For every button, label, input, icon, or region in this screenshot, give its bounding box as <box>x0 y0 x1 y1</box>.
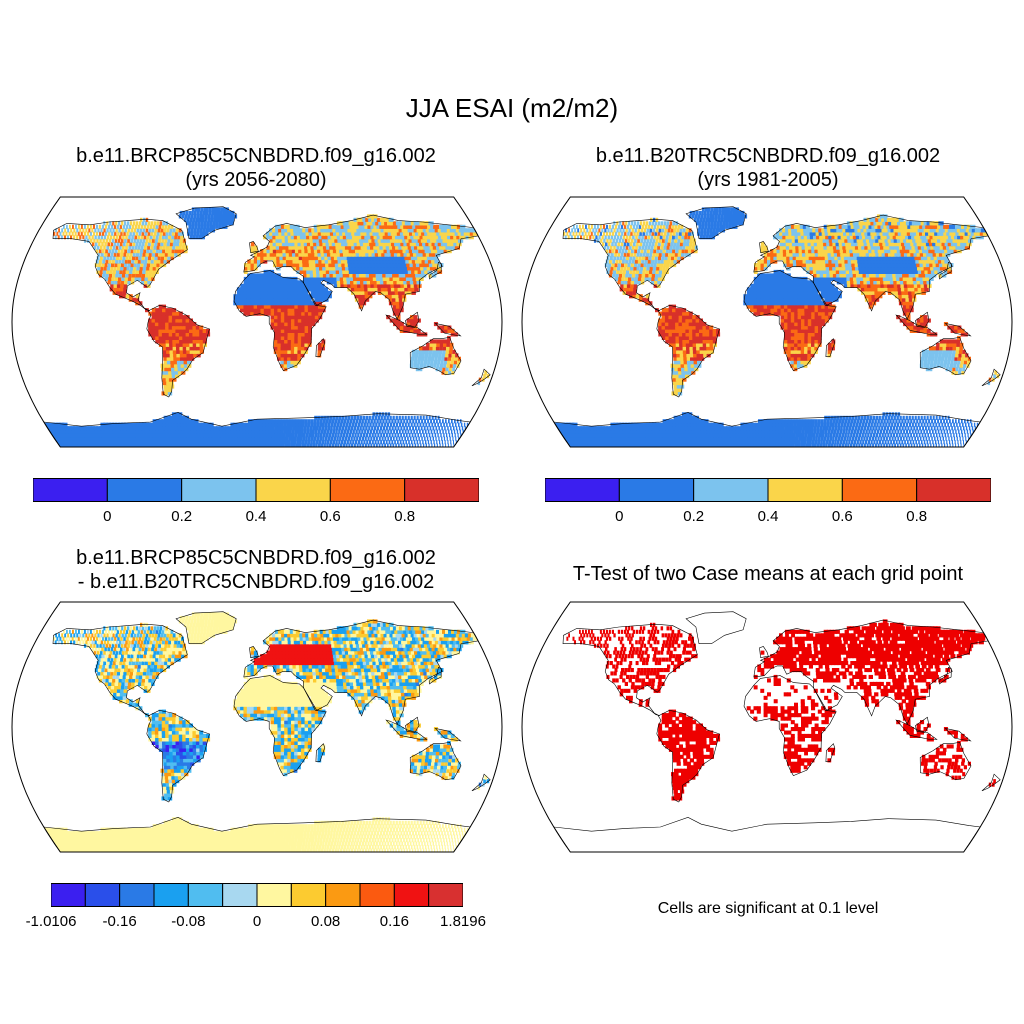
colorbar-swatch <box>255 478 331 502</box>
panel4-title-line1: T-Test of two Case means at each grid po… <box>572 563 964 585</box>
colorbar-swatch <box>119 883 155 907</box>
colorbar-swatch <box>50 883 86 907</box>
map-difference <box>11 601 503 853</box>
colorbar-tick-label: 0.4 <box>757 508 779 525</box>
colorbar-swatch <box>290 883 327 907</box>
colorbar-future: 0 0.2 0.4 0.6 0.8 <box>32 478 480 525</box>
map-grid-cells <box>566 619 996 801</box>
panel3-title: b.e11.BRCP85C5CNBDRD.f09_g16.002 - b.e11… <box>0 546 512 594</box>
colorbar-tick-label: -1.0106 <box>25 913 77 930</box>
colorbar-swatch <box>32 478 108 502</box>
map-historical <box>521 196 1013 448</box>
colorbar-swatch <box>916 478 992 502</box>
panel3-title-line1: b.e11.BRCP85C5CNBDRD.f09_g16.002 <box>76 547 436 569</box>
panel2-title: b.e11.B20TRC5CNBDRD.f09_g16.002 (yrs 198… <box>512 144 1024 192</box>
colorbar-swatch <box>256 883 292 907</box>
panel3-title-line2: - b.e11.B20TRC5CNBDRD.f09_g16.002 <box>77 571 435 593</box>
colorbar-swatch <box>767 478 843 502</box>
colorbar-tick-label: 0.08 <box>311 913 341 930</box>
figure-title: JJA ESAI (m2/m2) <box>405 93 619 123</box>
map-future <box>11 196 503 448</box>
map-ttest <box>521 601 1013 853</box>
colorbar-tick-label: 0.2 <box>683 508 705 525</box>
colorbar-tick-label: 0.8 <box>394 508 416 525</box>
colorbar-tick-label: -0.08 <box>171 913 206 930</box>
colorbar-tick-label: 0.2 <box>171 508 193 525</box>
colorbar-historical-swatches <box>544 478 992 502</box>
map-coastlines <box>553 206 1001 447</box>
colorbar-swatch <box>329 478 406 502</box>
map-coastlines <box>553 611 1001 852</box>
colorbar-tick-label: 0.8 <box>906 508 928 525</box>
panel1-title: b.e11.BRCP85C5CNBDRD.f09_g16.002 (yrs 20… <box>0 144 512 192</box>
colorbar-swatch <box>359 883 395 907</box>
colorbar-tick-label: 0.6 <box>831 508 853 525</box>
colorbar-tick-label: 0 <box>615 508 624 525</box>
colorbar-tick-label: 0 <box>103 508 112 525</box>
colorbar-historical: 0 0.2 0.4 0.6 0.8 <box>544 478 992 525</box>
panel1-title-line2: (yrs 2056-2080) <box>185 169 327 191</box>
colorbar-tick-label: 0.6 <box>319 508 341 525</box>
map-border <box>11 601 503 853</box>
colorbar-swatch <box>693 478 769 502</box>
colorbar-tick-label: -0.16 <box>102 913 137 930</box>
colorbar-tick-label: 0.16 <box>379 913 409 930</box>
colorbar-tick-label: 0.4 <box>245 508 267 525</box>
colorbar-difference-swatches <box>50 883 464 907</box>
colorbar-swatch <box>325 883 361 907</box>
colorbar-swatch <box>84 883 121 907</box>
map-border <box>521 196 1013 448</box>
map-grid-cells <box>44 612 490 852</box>
map-border <box>11 196 503 448</box>
colorbar-swatch <box>181 478 257 502</box>
map-grid-cells <box>554 207 1000 447</box>
panel2-title-line1: b.e11.B20TRC5CNBDRD.f09_g16.002 <box>595 145 941 167</box>
colorbar-swatch <box>106 478 183 502</box>
colorbar-swatch <box>393 883 430 907</box>
colorbar-swatch <box>544 478 620 502</box>
colorbar-swatch <box>618 478 695 502</box>
panel2-title-line2: (yrs 1981-2005) <box>697 169 839 191</box>
colorbar-swatch <box>841 478 918 502</box>
colorbar-swatch <box>187 883 224 907</box>
colorbar-tick-label: 1.8196 <box>440 913 486 930</box>
colorbar-swatch <box>428 883 464 907</box>
colorbar-swatch <box>404 478 480 502</box>
significance-note: Cells are significant at 0.1 level <box>657 900 879 917</box>
panel1-title-line1: b.e11.BRCP85C5CNBDRD.f09_g16.002 <box>76 145 436 167</box>
panel4-title: T-Test of two Case means at each grid po… <box>512 562 1024 586</box>
colorbar-tick-label: 0 <box>252 913 262 930</box>
map-border <box>521 601 1013 853</box>
colorbar-difference: -1.0106 -0.16 -0.08 0 0.08 0.16 1.8196 <box>26 883 486 930</box>
colorbar-swatch <box>153 883 189 907</box>
colorbar-future-swatches <box>32 478 480 502</box>
map-grid-cells <box>44 207 490 447</box>
colorbar-swatch <box>222 883 258 907</box>
